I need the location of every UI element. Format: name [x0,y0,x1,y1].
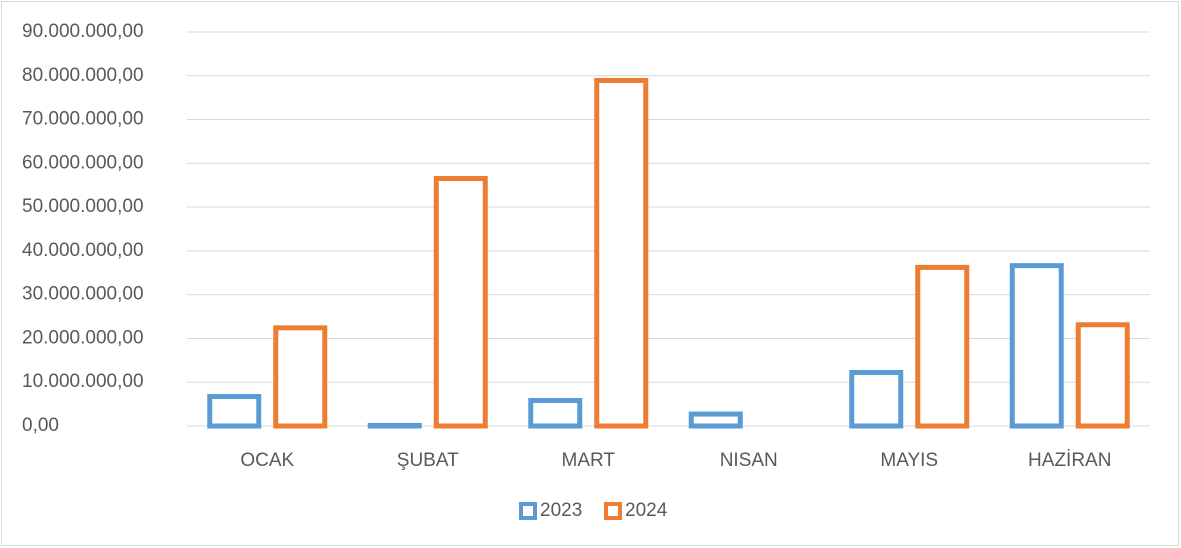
legend-swatch [604,502,622,520]
bar [849,369,904,429]
bar [273,325,328,429]
y-tick-label: 40.000.000,00 [22,240,144,261]
bar [528,397,583,429]
y-tick-label: 60.000.000,00 [22,152,144,173]
x-tick-label: MART [562,450,616,471]
y-tick-label: 70.000.000,00 [22,109,144,130]
y-tick-label: 20.000.000,00 [22,327,144,348]
y-tick-label: 10.000.000,00 [22,371,144,392]
y-tick-label: 50.000.000,00 [22,196,144,217]
bar [594,77,649,429]
x-tick-label: NISAN [720,450,778,471]
bar [1075,322,1130,429]
x-tick-label: ŞUBAT [397,450,459,471]
legend-label: 2023 [540,500,582,521]
bar [367,422,422,429]
x-tick-label: OCAK [240,450,294,471]
legend-label: 2024 [625,500,668,521]
x-tick-label: HAZİRAN [1028,450,1111,471]
y-tick-label: 90.000.000,00 [22,21,144,42]
y-tick-label: 80.000.000,00 [22,65,144,86]
legend-swatch [519,502,537,520]
y-tick-label: 30.000.000,00 [22,284,144,305]
bar [1009,263,1064,429]
bar [433,176,488,429]
bar [207,394,262,429]
bar [688,411,743,429]
y-tick-label: 0,00 [22,415,59,436]
bar [915,264,970,429]
x-tick-label: MAYIS [880,450,938,471]
